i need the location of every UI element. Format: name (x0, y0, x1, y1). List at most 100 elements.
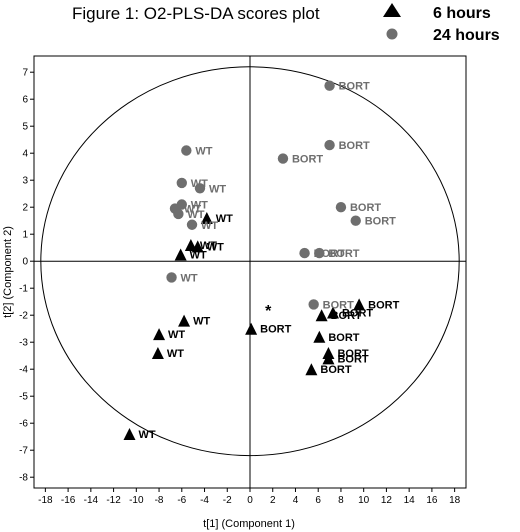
hotelling-ellipse-layer (40, 66, 460, 457)
y-axis-title: t[2] (Component 2) (2, 226, 14, 318)
points-layer: WTWTWTWTWTWTWTWTBORTBORTBORTBORTBORTBORT… (123, 80, 400, 441)
point-label-24-hours: WT (191, 200, 208, 212)
y-tick-label: 0 (22, 257, 28, 268)
y-tick-label: -7 (19, 446, 28, 457)
x-tick-label: 14 (404, 495, 416, 506)
point-label-6-hours: WT (207, 241, 224, 253)
point-label-6-hours: WT (167, 348, 184, 360)
point-24-hours (186, 219, 198, 230)
x-tick-label: -6 (177, 495, 186, 506)
x-axis-title: t[1] (Component 1) (203, 518, 295, 530)
point-label-6-hours: BORT (337, 353, 368, 365)
point-24-hours (314, 247, 325, 259)
point-24-hours (324, 139, 335, 151)
point-label-24-hours: BORT (350, 202, 381, 214)
axes-layer: -18 -16 -14 -12 -10 -8 -6 -4 -2 0 2 4 6 8 10 12 14 16 18-8… (19, 56, 466, 506)
point-label-6-hours: BORT (331, 310, 362, 322)
point-6-hours (326, 306, 339, 319)
x-tick-label: -4 (200, 495, 209, 506)
x-tick-label: -16 (61, 495, 76, 506)
x-tick-label: 10 (358, 495, 370, 506)
x-tick-label: 12 (381, 495, 393, 506)
x-tick-label: 18 (449, 495, 461, 506)
point-6-hours (313, 330, 326, 343)
point-24-hours (173, 208, 184, 220)
point-label-24-hours: BORT (292, 154, 323, 166)
y-tick-label: -5 (19, 392, 28, 403)
point-24-hours (194, 183, 206, 194)
y-tick-label: -4 (19, 365, 28, 376)
point-24-hours (350, 215, 361, 226)
point-24-hours (181, 145, 192, 156)
point-24-hours (166, 272, 177, 283)
point-24-hours (299, 247, 310, 259)
y-tick-label: 7 (22, 68, 28, 79)
point-label-24-hours: BORT (339, 140, 370, 152)
point-24-hours (176, 177, 187, 189)
point-label-24-hours: WT (201, 220, 218, 232)
point-label-24-hours: WT (181, 272, 198, 284)
x-tick-label: -10 (129, 495, 144, 506)
point-label-24-hours: BORT (323, 299, 354, 311)
y-tick-label: -2 (19, 311, 28, 322)
point-24-hours (308, 299, 319, 310)
point-6-hours (200, 212, 213, 224)
legend-label-6-hours: 6 hours (433, 5, 491, 22)
point-6-hours (315, 309, 328, 322)
y-tick-label: -1 (19, 284, 28, 295)
point-label-6-hours: BORT (260, 324, 291, 336)
legend: 6 hours 24 hours (383, 3, 500, 44)
point-24-hours (335, 202, 347, 213)
point-label-6-hours: WT (190, 249, 207, 261)
x-tick-label: 16 (426, 495, 438, 506)
point-6-hours (153, 328, 166, 341)
point-label-6-hours: BORT (368, 299, 399, 311)
annotation-star: * (265, 303, 272, 320)
point-24-hours (324, 80, 335, 91)
y-tick-label: 4 (22, 149, 28, 160)
confidence-ellipse (40, 66, 460, 457)
x-tick-label: 0 (247, 495, 253, 506)
y-tick-label: 1 (22, 230, 28, 241)
chart-title: Figure 1: O2-PLS-DA scores plot (72, 4, 320, 23)
point-label-24-hours: WT (209, 183, 226, 195)
y-tick-label: 2 (22, 203, 28, 214)
point-label-6-hours: WT (168, 329, 185, 341)
x-tick-label: -8 (155, 495, 164, 506)
point-label-6-hours: WT (216, 213, 233, 225)
point-label-6-hours: BORT (337, 348, 368, 360)
y-tick-label: 6 (22, 95, 28, 106)
x-tick-label: 4 (293, 495, 299, 506)
point-label-6-hours: WT (200, 240, 217, 252)
x-tick-label: 8 (338, 495, 344, 506)
point-label-24-hours: WT (184, 204, 201, 216)
point-6-hours (178, 314, 191, 327)
point-6-hours (305, 363, 318, 376)
point-6-hours (151, 347, 164, 359)
y-tick-label: 3 (22, 176, 28, 187)
legend-marker-24-hours (386, 28, 398, 40)
y-tick-label: -3 (19, 338, 28, 349)
point-6-hours (245, 322, 258, 335)
legend-marker-6-hours (383, 3, 401, 17)
point-label-24-hours: BORT (328, 248, 359, 260)
point-label-24-hours: BORT (339, 81, 370, 93)
point-24-hours (277, 153, 289, 164)
point-6-hours (123, 428, 136, 440)
point-label-6-hours: WT (193, 316, 210, 328)
x-tick-label: 2 (270, 495, 276, 506)
y-tick-label: 5 (22, 122, 28, 133)
x-tick-label: -18 (38, 495, 53, 506)
point-label-24-hours: WT (195, 146, 212, 158)
point-label-6-hours: BORT (328, 332, 359, 344)
x-tick-label: -2 (223, 495, 232, 506)
x-tick-label: -14 (84, 495, 99, 506)
point-6-hours (353, 298, 366, 311)
point-label-6-hours: WT (138, 429, 155, 441)
point-6-hours (174, 248, 187, 261)
y-tick-label: -8 (19, 473, 28, 484)
point-6-hours (322, 352, 335, 365)
legend-label-24-hours: 24 hours (433, 27, 500, 44)
point-6-hours (191, 240, 204, 253)
